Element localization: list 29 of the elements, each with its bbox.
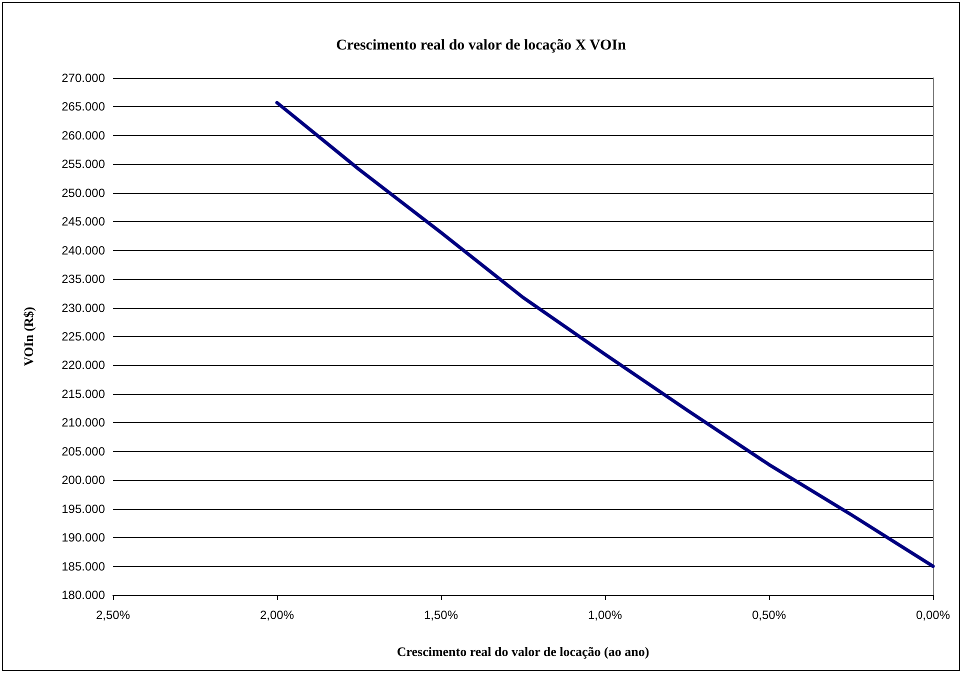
x-tick-label: 1,50% [424, 608, 458, 622]
y-tick-label: 215.000 [62, 386, 106, 401]
y-tick-label: 265.000 [62, 100, 106, 114]
y-tick-label: 195.000 [62, 502, 106, 516]
y-tick-label: 210.000 [62, 416, 106, 430]
x-tick-label: 0,00% [916, 608, 950, 622]
x-tick-label: 1,00% [588, 608, 622, 622]
y-tick-label: 200.000 [62, 473, 106, 488]
y-tick-label: 235.000 [62, 272, 106, 286]
y-tick-label: 225.000 [62, 330, 106, 344]
chart-title: Crescimento real do valor de locação X VOIn [336, 38, 627, 54]
y-tick-label: 270.000 [62, 71, 106, 85]
y-tick-label: 255.000 [62, 157, 106, 172]
x-tick-label: 2,50% [96, 608, 130, 622]
y-tick-label: 240.000 [62, 243, 106, 258]
y-tick-label: 185.000 [62, 559, 106, 574]
y-tick-label: 180.000 [62, 588, 106, 602]
x-tick-label: 0,50% [752, 608, 786, 622]
y-tick-label: 250.000 [62, 186, 106, 200]
y-tick-label: 205.000 [62, 444, 106, 458]
y-axis-title: VOIn (R$) [21, 306, 36, 366]
y-tick-label: 260.000 [62, 128, 106, 142]
y-tick-label: 190.000 [62, 530, 106, 545]
x-axis-title: Crescimento real do valor de locação (ao ano) [396, 644, 650, 659]
line-series [275, 100, 935, 568]
x-tick-label: 2,00% [260, 608, 294, 622]
y-tick-label: 220.000 [62, 358, 106, 372]
y-tick-label: 245.000 [62, 214, 106, 229]
y-tick-label: 230.000 [62, 300, 106, 315]
